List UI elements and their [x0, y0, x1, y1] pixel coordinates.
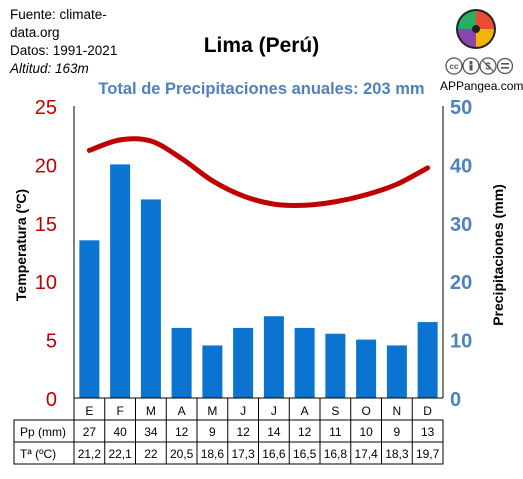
- license-icons: cc $: [445, 57, 513, 75]
- right-tick-label: 10: [450, 331, 472, 353]
- nc-icon: $: [479, 57, 497, 75]
- x-tick-label: O: [361, 404, 370, 418]
- table-cell: 9: [394, 425, 401, 439]
- x-tick-label: S: [331, 404, 339, 418]
- table-cell: 16,6: [262, 447, 286, 461]
- x-tick-label: E: [85, 404, 93, 418]
- precip-bar: [171, 327, 192, 398]
- table-cell: 13: [421, 425, 435, 439]
- right-tick-label: 20: [450, 272, 472, 294]
- left-tick-label: 20: [35, 155, 57, 177]
- precip-bar: [263, 316, 284, 398]
- x-tick-label: M: [146, 404, 156, 418]
- table-cell: 17,4: [354, 447, 378, 461]
- axes: [73, 106, 444, 420]
- temperature-line: [86, 136, 431, 208]
- precip-bar: [356, 339, 377, 398]
- x-tick-label: N: [393, 404, 402, 418]
- table-cell: 21,2: [78, 447, 102, 461]
- precip-bar: [79, 240, 100, 398]
- table-cell: 16,5: [293, 447, 317, 461]
- right-tick-label: 40: [450, 155, 472, 177]
- y-axis-label-right: Precipitaciones (mm): [490, 184, 506, 326]
- source-line-1: Fuente: climate-: [10, 7, 107, 22]
- puzzle-logo-icon: [456, 9, 496, 49]
- table-cell: 12: [236, 425, 250, 439]
- site-name: APPangea.com: [440, 79, 523, 93]
- table-cell: 12: [298, 425, 312, 439]
- table-cell: 22,1: [108, 447, 132, 461]
- table-cell: 27: [83, 425, 97, 439]
- tick-labels: 0 5 10 15 20 25 0 10 20 30 40 50 E F M A M J J A S O N D: [35, 97, 473, 418]
- table-cell: 11: [329, 425, 342, 439]
- left-tick-label: 25: [35, 97, 57, 119]
- x-tick-label: J: [271, 404, 277, 418]
- x-tick-label: A: [301, 404, 309, 418]
- precip-bar: [202, 345, 223, 398]
- source-info: Fuente: climate- data.org Datos: 1991-20…: [10, 6, 117, 78]
- precip-bar: [233, 327, 254, 398]
- table-cell: 17,3: [231, 447, 255, 461]
- left-tick-label: 0: [46, 389, 57, 411]
- left-tick-label: 10: [35, 272, 57, 294]
- table-cell: 16,8: [324, 447, 348, 461]
- chart-subtitle: Total de Precipitaciones anuales: 203 mm: [98, 80, 425, 98]
- source-line-2: data.org: [10, 25, 60, 40]
- chart-title: Lima (Perú): [203, 34, 320, 57]
- cc-icon: cc: [445, 57, 463, 75]
- table-row-label: Tª (ºC): [20, 447, 56, 461]
- table-cell: 10: [359, 425, 373, 439]
- table-cell: 19,7: [416, 447, 440, 461]
- table-cell: 22: [144, 447, 158, 461]
- altitude: Altitud: 163m: [10, 61, 89, 76]
- precip-bar: [417, 322, 438, 398]
- table-cell: 12: [175, 425, 189, 439]
- precipitation-bars: [79, 164, 438, 398]
- nd-icon: [496, 57, 513, 75]
- precip-bar: [110, 164, 131, 398]
- x-tick-label: J: [240, 404, 246, 418]
- table-cell: 18,3: [385, 447, 409, 461]
- table-cell: 40: [113, 425, 127, 439]
- right-tick-label: 30: [450, 214, 472, 236]
- right-tick-label: 0: [450, 389, 461, 411]
- svg-text:cc: cc: [450, 62, 459, 71]
- y-axis-label-left: Temperatura (ºC): [13, 189, 29, 301]
- precip-bar: [140, 199, 161, 398]
- table-cell: 18,6: [201, 447, 225, 461]
- left-tick-label: 15: [35, 214, 57, 236]
- temperature-line-layer: [86, 136, 431, 208]
- table-cell: 9: [209, 425, 216, 439]
- table-cell: 14: [267, 425, 281, 439]
- data-period: Datos: 1991-2021: [10, 43, 118, 58]
- table-row-label: Pp (mm): [20, 425, 66, 439]
- precip-bar: [325, 333, 346, 398]
- x-tick-label: A: [178, 404, 186, 418]
- table-cell: 20,5: [170, 447, 194, 461]
- left-tick-label: 5: [46, 331, 57, 353]
- x-tick-label: D: [423, 404, 432, 418]
- x-tick-label: M: [207, 404, 217, 418]
- x-tick-label: F: [116, 404, 123, 418]
- precip-bar: [386, 345, 407, 398]
- right-tick-label: 50: [450, 97, 472, 119]
- data-table: Pp (mm) 27 40 34 12 9 12 14 12 11 10 9 13 Tª (ºC) 21,2…: [13, 419, 444, 465]
- precip-bar: [294, 327, 315, 398]
- by-icon: [462, 57, 480, 75]
- table-cell: 34: [144, 425, 158, 439]
